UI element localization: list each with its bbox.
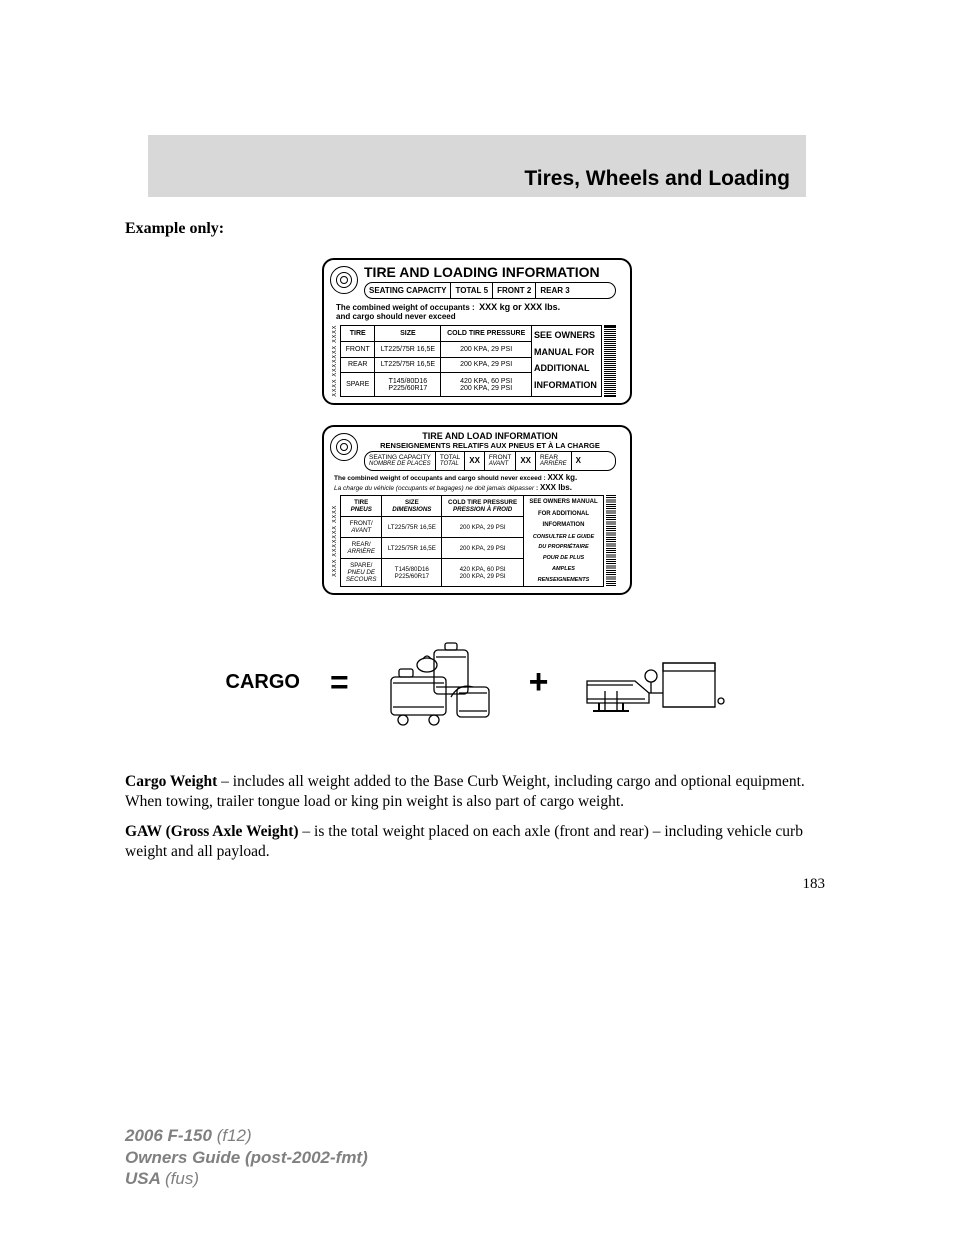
see-owners-bilingual: SEE OWNERS MANUAL FOR ADDITIONAL INFORMA… xyxy=(524,495,604,587)
label1-title: TIRE AND LOADING INFORMATION xyxy=(364,264,616,280)
th-pressure: COLD TIRE PRESSURE xyxy=(441,326,532,342)
table-row: SPARE/PNEU DE SECOURS T145/80D16 P225/60… xyxy=(341,559,524,587)
label2-side-text: XXXX XXXXXXX XXXX xyxy=(330,495,340,587)
seating-capacity-row-bilingual: SEATING CAPACITYNOMBRE DE PLACES TOTALTO… xyxy=(364,451,616,471)
tire-pressure-table-bilingual: TIREPNEUS SIZEDIMENSIONS COLD TIRE PRESS… xyxy=(340,495,524,587)
table-row: REAR/ARRIÈRE LT225/75R 16,5E 200 KPA, 29… xyxy=(341,538,524,559)
cargo-label: CARGO xyxy=(226,671,300,694)
plus-sign: + xyxy=(529,663,549,702)
section-title: Tires, Wheels and Loading xyxy=(524,167,790,191)
table-row: FRONT LT225/75R 16,5E 200 KPA, 29 PSI xyxy=(341,341,532,357)
page-content: Example only: TIRE AND LOADING INFORMATI… xyxy=(125,220,829,893)
tire-label-english: TIRE AND LOADING INFORMATION SEATING CAP… xyxy=(322,258,632,405)
th-pressure: COLD TIRE PRESSUREPRESSION À FROID xyxy=(442,496,524,517)
header-band: Tires, Wheels and Loading xyxy=(148,135,806,197)
tire-pressure-table: TIRE SIZE COLD TIRE PRESSURE FRONT LT225… xyxy=(340,325,532,397)
th-size: SIZE xyxy=(375,326,441,342)
table-row: REAR LT225/75R 16,5E 200 KPA, 29 PSI xyxy=(341,357,532,373)
label2-title-fr: RENSEIGNEMENTS RELATIFS AUX PNEUS ET À L… xyxy=(364,441,616,450)
seating-total: TOTAL 5 xyxy=(451,283,493,298)
seating-label: SEATING CAPACITY xyxy=(365,283,451,298)
tire-icon xyxy=(330,266,358,294)
footer: 2006 F-150 (f12) Owners Guide (post-2002… xyxy=(125,1125,368,1189)
label1-side-text: XXXX XXXXXXX XXXX xyxy=(330,325,340,397)
equals-sign: = xyxy=(330,664,349,701)
label2-title-en: TIRE AND LOAD INFORMATION xyxy=(364,431,616,441)
trailer-hitch-icon xyxy=(579,643,729,723)
weight-note: The combined weight of occupants : XXX k… xyxy=(330,299,616,325)
weight-note-bilingual: The combined weight of occupants and car… xyxy=(330,471,616,496)
tire-label-bilingual: TIRE AND LOAD INFORMATION RENSEIGNEMENTS… xyxy=(322,425,632,596)
seating-capacity-row: SEATING CAPACITY TOTAL 5 FRONT 2 REAR 3 xyxy=(364,282,616,299)
seating-front: FRONT 2 xyxy=(493,283,536,298)
page-number: 183 xyxy=(125,876,829,893)
luggage-icon xyxy=(379,635,499,730)
seating-rear: REAR 3 xyxy=(536,283,573,298)
tire-icon xyxy=(330,433,358,461)
gaw-paragraph: GAW (Gross Axle Weight) – is the total w… xyxy=(125,822,829,862)
th-size: SIZEDIMENSIONS xyxy=(382,496,442,517)
barcode-icon xyxy=(604,325,616,397)
cargo-weight-paragraph: Cargo Weight – includes all weight added… xyxy=(125,772,829,812)
see-owners-box: SEE OWNERS MANUAL FOR ADDITIONAL INFORMA… xyxy=(532,325,602,397)
example-only-label: Example only: xyxy=(125,220,829,238)
barcode-icon xyxy=(606,495,616,587)
table-row: SPARE T145/80D16 P225/60R17 420 KPA, 60 … xyxy=(341,373,532,397)
table-row: FRONT/AVANT LT225/75R 16,5E 200 KPA, 29 … xyxy=(341,517,524,538)
th-tire: TIRE xyxy=(341,326,375,342)
th-tire: TIREPNEUS xyxy=(341,496,382,517)
cargo-equation: CARGO = + xyxy=(125,635,829,730)
